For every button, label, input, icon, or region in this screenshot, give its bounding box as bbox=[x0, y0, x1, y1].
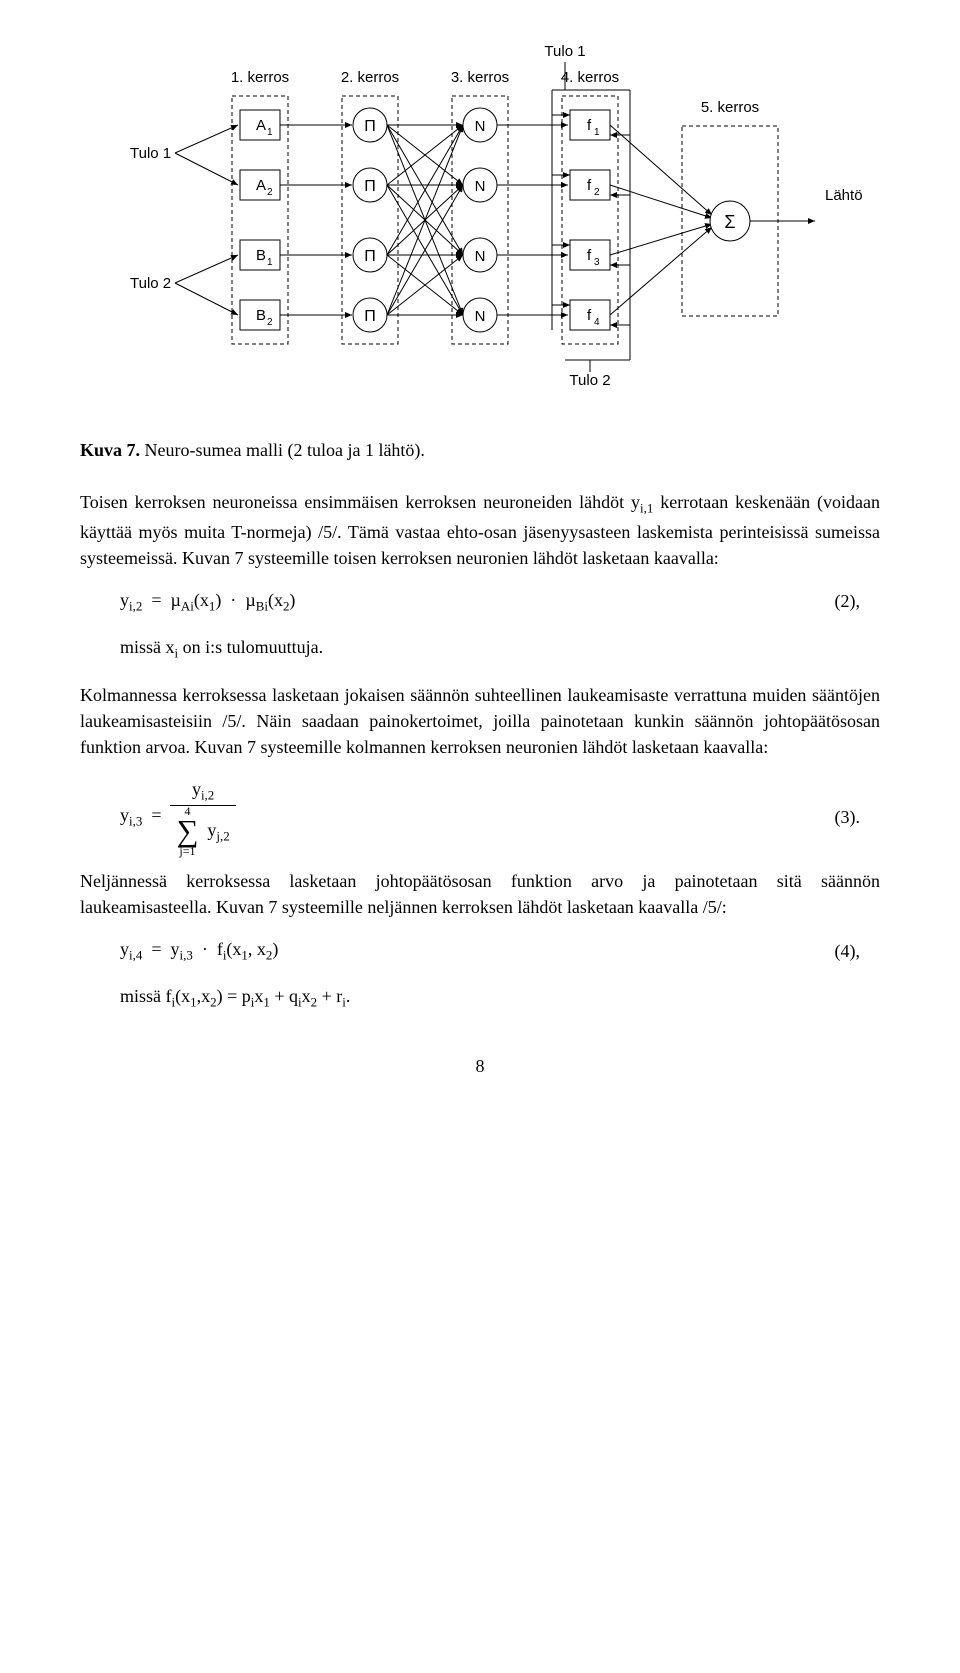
svg-text:Π: Π bbox=[364, 178, 376, 195]
layer3-label: 3. kerros bbox=[451, 69, 509, 86]
equation-4: yi,4 = yi,3 · fi(x1, x2) (4), bbox=[80, 936, 880, 965]
paragraph-3: Neljännessä kerroksessa lasketaan johtop… bbox=[80, 868, 880, 920]
input2-label: Tulo 2 bbox=[130, 275, 171, 292]
sum-symbol: Σ bbox=[724, 212, 735, 232]
svg-text:2: 2 bbox=[267, 187, 273, 198]
layer4-label: 4. kerros bbox=[561, 69, 619, 86]
output-label: Lähtö bbox=[825, 187, 863, 204]
svg-text:2: 2 bbox=[594, 187, 600, 198]
edge bbox=[175, 255, 238, 283]
svg-text:4: 4 bbox=[594, 317, 600, 328]
svg-text:1: 1 bbox=[267, 257, 273, 268]
svg-text:Π: Π bbox=[364, 308, 376, 325]
layer1-label: 1. kerros bbox=[231, 69, 289, 86]
svg-text:N: N bbox=[475, 118, 486, 135]
layer1-nodes: A1 A2 B1 B2 bbox=[240, 110, 280, 330]
diagram-svg: Tulo 1 1. kerros 2. kerros 3. kerros 4. … bbox=[90, 40, 870, 420]
caption-text: Neuro-sumea malli (2 tuloa ja 1 lähtö). bbox=[145, 440, 425, 460]
eq2-number: (2), bbox=[835, 588, 881, 614]
network-diagram: Tulo 1 1. kerros 2. kerros 3. kerros 4. … bbox=[90, 40, 870, 427]
svg-text:3: 3 bbox=[594, 257, 600, 268]
eq4-note: missä fi(x1,x2) = pix1 + qix2 + ri. bbox=[80, 983, 880, 1012]
edge bbox=[175, 153, 238, 185]
svg-text:1: 1 bbox=[267, 127, 273, 138]
layer3-nodes: N N N N bbox=[463, 108, 497, 332]
equation-3: yi,3 = yi,2 4 ∑ j=1 yj,2 (3). bbox=[80, 776, 880, 858]
eq3-number: (3). bbox=[835, 804, 881, 830]
svg-text:N: N bbox=[475, 248, 486, 265]
paragraph-2: Kolmannessa kerroksessa lasketaan jokais… bbox=[80, 682, 880, 760]
page-number: 8 bbox=[80, 1053, 880, 1079]
figure-caption: Kuva 7. Neuro-sumea malli (2 tuloa ja 1 … bbox=[80, 437, 880, 463]
svg-text:B: B bbox=[256, 307, 266, 324]
equation-2: yi,2 = µAi(x1) · µBi(x2) (2), bbox=[80, 587, 880, 616]
layer4-nodes: f1 f2 f3 f4 bbox=[570, 110, 610, 330]
layer5-label: 5. kerros bbox=[701, 99, 759, 116]
layer2-label: 2. kerros bbox=[341, 69, 399, 86]
svg-text:N: N bbox=[475, 308, 486, 325]
eq2-note: missä xi on i:s tulomuuttuja. bbox=[80, 634, 880, 663]
layer2-nodes: Π Π Π Π bbox=[353, 108, 387, 332]
top-input-label: Tulo 1 bbox=[544, 43, 585, 60]
bottom-input-label: Tulo 2 bbox=[569, 372, 610, 389]
caption-label: Kuva 7. bbox=[80, 440, 140, 460]
svg-text:N: N bbox=[475, 178, 486, 195]
svg-text:1: 1 bbox=[594, 127, 600, 138]
svg-text:Π: Π bbox=[364, 118, 376, 135]
edge bbox=[175, 283, 238, 315]
svg-text:2: 2 bbox=[267, 317, 273, 328]
svg-text:A: A bbox=[256, 177, 266, 194]
svg-text:Π: Π bbox=[364, 248, 376, 265]
svg-text:B: B bbox=[256, 247, 266, 264]
svg-text:A: A bbox=[256, 117, 266, 134]
edge bbox=[175, 125, 238, 153]
eq4-number: (4), bbox=[835, 938, 881, 964]
input1-label: Tulo 1 bbox=[130, 145, 171, 162]
paragraph-1: Toisen kerroksen neuroneissa ensimmäisen… bbox=[80, 489, 880, 571]
